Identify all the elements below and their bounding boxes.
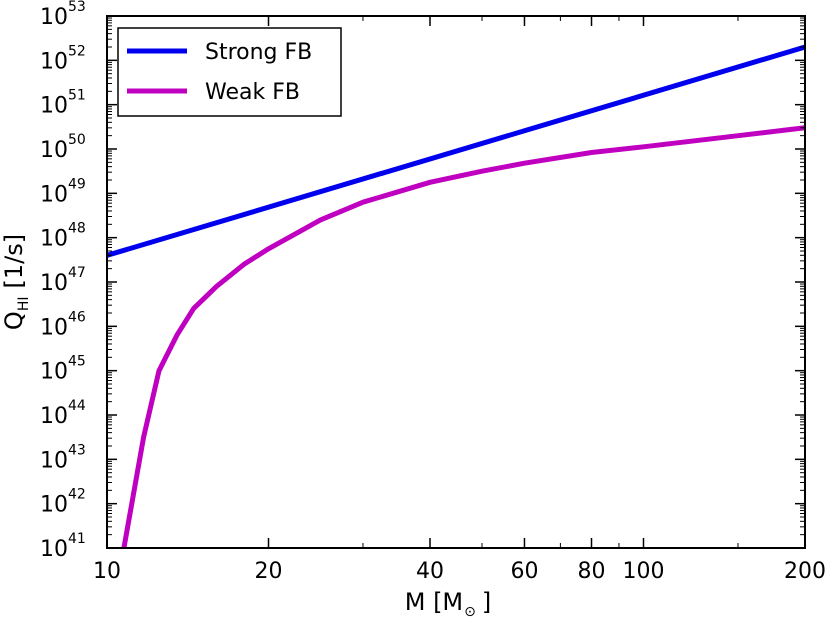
y-tick-label: 1044 [40, 398, 86, 429]
y-axis-label-main: Q [0, 311, 28, 330]
y-tick-label: 1047 [40, 265, 86, 296]
x-tick-label: 40 [416, 559, 444, 584]
legend-label-strong-fb: Strong FB [205, 40, 312, 65]
x-tick-label: 10 [93, 559, 121, 584]
legend: Strong FB Weak FB [117, 27, 342, 117]
tick-label-layer: 1041 1042 1043 1044 1045 1046 1047 1048 1049 1050… [40, 0, 826, 584]
y-tick-label: 1051 [40, 88, 86, 119]
y-axis-label-rest: [1/s] [0, 234, 28, 289]
y-axis-label: QHI [1/s] [0, 234, 32, 330]
y-tick-label: 1053 [40, 0, 86, 30]
y-tick-label: 1046 [40, 309, 86, 340]
series-line-weak-fb [121, 125, 805, 548]
series-line-strong-fb [107, 44, 805, 258]
y-axis-label-sub: HI [16, 297, 32, 312]
x-tick-label: 100 [622, 559, 664, 584]
y-tick-label: 1049 [40, 176, 86, 207]
plot-frame [106, 15, 806, 549]
x-tick-label: 60 [510, 559, 538, 584]
y-tick-label: 1045 [40, 354, 86, 385]
y-tick-label: 1052 [40, 43, 86, 74]
legend-label-weak-fb: Weak FB [205, 80, 300, 105]
x-axis-label-close: ] [482, 588, 491, 616]
y-tick-label: 1043 [40, 442, 86, 473]
x-tick-label: 80 [578, 559, 606, 584]
y-tick-label: 1048 [40, 221, 86, 252]
y-tick-label: 1042 [40, 487, 86, 518]
series-layer [107, 44, 805, 548]
x-axis-label: M [M⊙] [405, 588, 492, 620]
x-axis-label-main: M [M [405, 588, 463, 616]
legend-box [117, 27, 342, 117]
x-tick-label: 200 [784, 559, 826, 584]
y-tick-label: 1041 [40, 531, 86, 562]
x-tick-label: 20 [255, 559, 283, 584]
y-tick-label: 1050 [40, 132, 86, 163]
x-axis-label-sun-symbol: ⊙ [464, 604, 476, 620]
